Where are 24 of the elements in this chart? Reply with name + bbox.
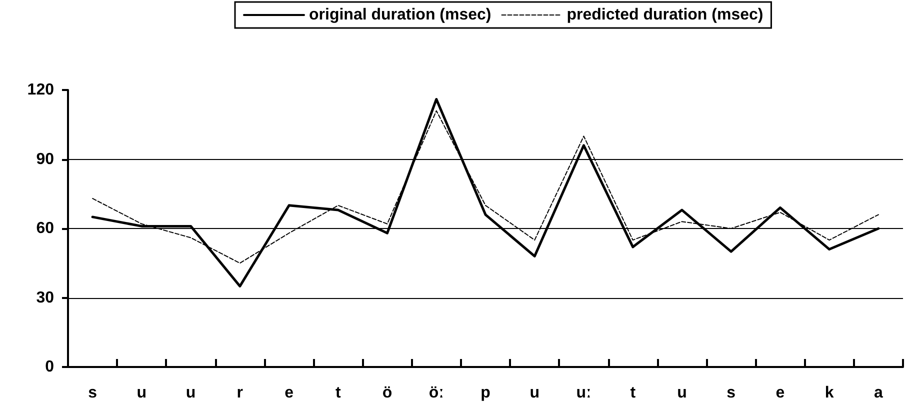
legend-label: original duration (msec) bbox=[309, 6, 492, 24]
x-tick-label: u bbox=[530, 384, 540, 402]
y-tick-label: 120 bbox=[27, 82, 54, 98]
y-tick-label: 0 bbox=[45, 358, 54, 376]
x-tick-label: uː bbox=[576, 384, 592, 402]
x-tick-label: t bbox=[335, 384, 342, 402]
x-tick-label: ö bbox=[382, 384, 392, 402]
x-tick-label: a bbox=[874, 384, 883, 402]
x-tick-label: öː bbox=[428, 384, 444, 402]
legend-label: predicted duration (msec) bbox=[566, 6, 764, 24]
x-tick-label: u bbox=[186, 384, 196, 402]
x-tick-label: e bbox=[284, 384, 294, 402]
y-tick-label: 90 bbox=[36, 150, 54, 168]
x-tick-label: u bbox=[677, 384, 687, 402]
x-tick-label: p bbox=[480, 384, 491, 402]
x-tick-label: u bbox=[136, 384, 147, 402]
x-tick-label: t bbox=[630, 384, 636, 402]
x-tick-label: e bbox=[776, 384, 785, 402]
x-tick-label: s bbox=[88, 384, 98, 402]
x-tick-label: k bbox=[824, 384, 834, 402]
y-tick-label: 30 bbox=[36, 289, 54, 306]
y-tick-label: 60 bbox=[36, 220, 54, 237]
x-tick-label: r bbox=[236, 384, 244, 402]
x-tick-label: s bbox=[726, 384, 736, 402]
